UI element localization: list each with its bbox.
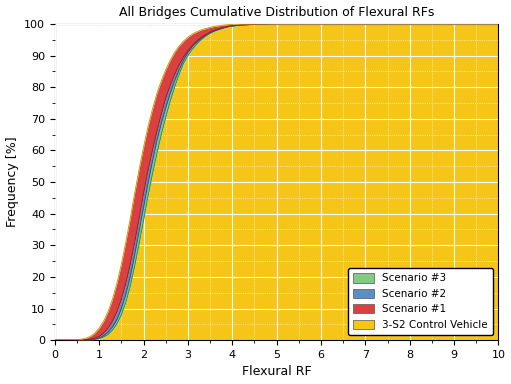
- Title: All Bridges Cumulative Distribution of Flexural RFs: All Bridges Cumulative Distribution of F…: [119, 5, 434, 18]
- Y-axis label: Frequency [%]: Frequency [%]: [6, 137, 18, 227]
- Legend: Scenario #3, Scenario #2, Scenario #1, 3-S2 Control Vehicle: Scenario #3, Scenario #2, Scenario #1, 3…: [348, 268, 493, 335]
- X-axis label: Flexural RF: Flexural RF: [242, 366, 311, 379]
